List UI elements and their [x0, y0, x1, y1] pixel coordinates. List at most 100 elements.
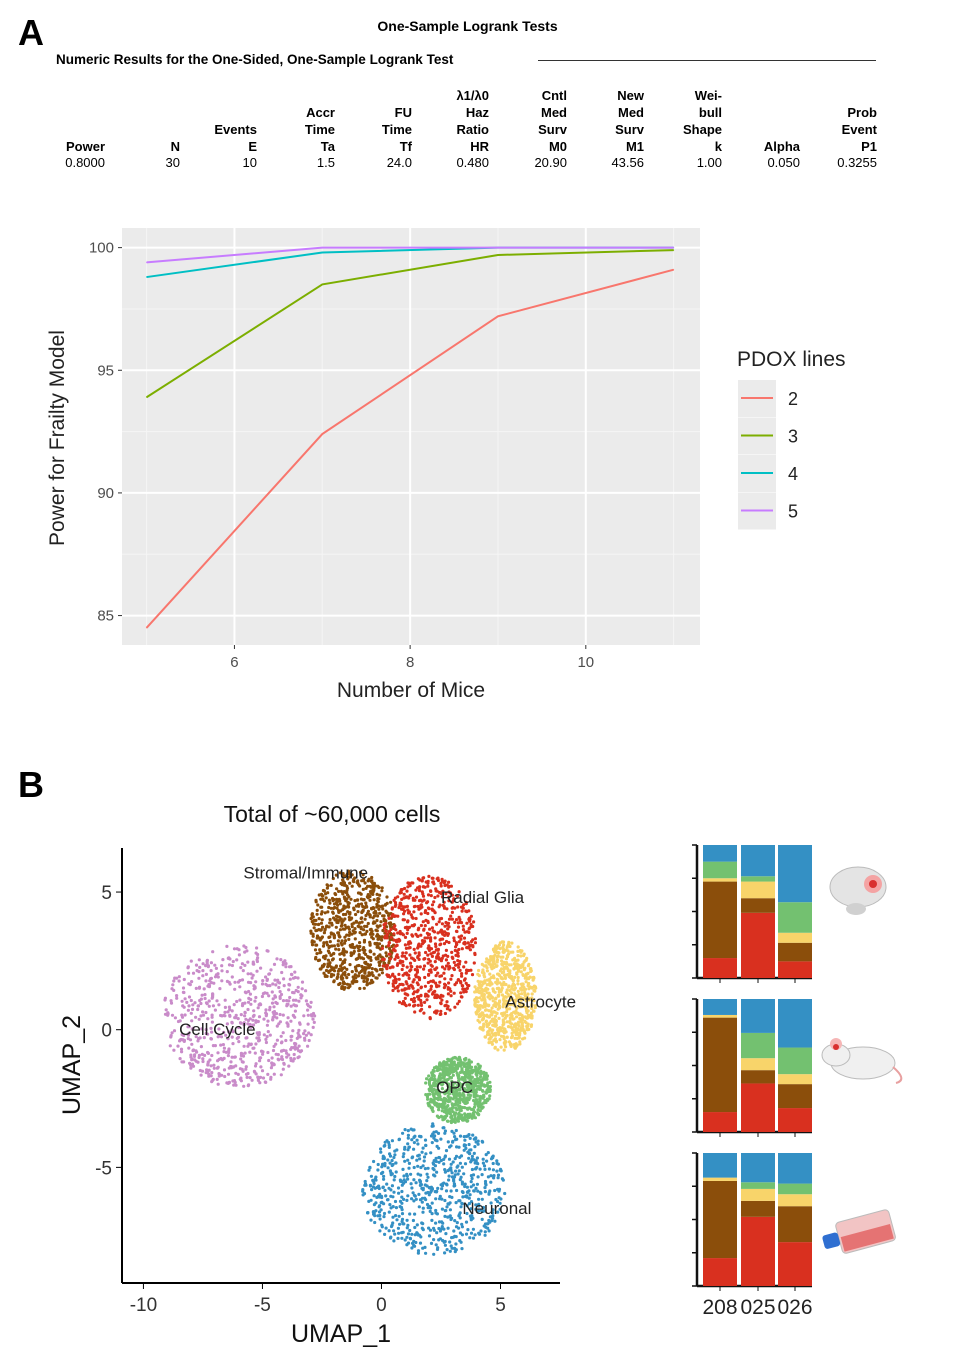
cell-point: [246, 1022, 250, 1026]
cell-point: [195, 1050, 199, 1054]
cell-point: [235, 1036, 239, 1040]
cell-point: [310, 912, 314, 916]
cell-point: [442, 942, 447, 946]
cell-point: [465, 921, 469, 925]
cell-point: [428, 959, 432, 963]
cell-point: [264, 1037, 268, 1041]
table-subtitle: Numeric Results for the One-Sided, One-S…: [56, 52, 454, 67]
cell-point: [410, 933, 414, 937]
brain-icon: [829, 866, 887, 915]
cell-point: [424, 1081, 428, 1085]
cell-point: [189, 1066, 193, 1070]
cell-point: [497, 1006, 502, 1010]
cell-point: [368, 884, 372, 888]
cell-point: [378, 911, 382, 915]
cell-point: [345, 976, 349, 980]
y-axis-label: Power for Frailty Model: [46, 330, 69, 546]
cluster-label: Stromal/Immune: [243, 863, 368, 882]
cell-point: [472, 1098, 476, 1103]
cell-point: [491, 1161, 495, 1166]
cell-point: [280, 1040, 284, 1044]
cell-point: [369, 950, 373, 954]
column-header: Prob Event P1: [841, 105, 877, 154]
cell-point: [482, 1083, 486, 1087]
cell-point: [521, 982, 525, 986]
cell-point: [362, 928, 366, 932]
cell-point: [417, 951, 421, 955]
cell-point: [510, 1034, 514, 1038]
cell-point: [504, 990, 509, 995]
cell-point: [406, 1136, 410, 1140]
cell-point: [493, 1188, 497, 1193]
cell-point: [464, 1232, 469, 1236]
cell-point: [468, 1236, 472, 1240]
cell-point: [204, 979, 208, 983]
cell-point: [451, 1105, 455, 1109]
cell-point: [217, 1003, 221, 1007]
cell-point: [470, 1158, 474, 1162]
cell-point: [400, 932, 404, 936]
cell-point: [475, 1077, 479, 1081]
cell-point: [332, 951, 336, 956]
cell-point: [458, 1070, 463, 1075]
cell-point: [419, 944, 423, 948]
cell-point: [516, 989, 520, 994]
cell-point: [473, 1102, 477, 1106]
cell-point: [407, 1161, 411, 1165]
cell-point: [178, 1019, 182, 1023]
cell-point: [449, 914, 453, 918]
cell-point: [401, 1155, 405, 1159]
cell-point: [436, 971, 440, 975]
cell-point: [314, 918, 318, 923]
cell-point: [459, 991, 463, 995]
cell-point: [245, 1036, 249, 1040]
cell-point: [361, 1188, 365, 1192]
cell-point: [382, 957, 386, 962]
cell-point: [252, 1013, 256, 1018]
cell-point: [522, 968, 526, 972]
cell-point: [390, 1139, 394, 1143]
cell-point: [378, 1217, 382, 1221]
cell-point: [395, 963, 399, 968]
cell-point: [210, 1071, 214, 1075]
cell-point: [372, 898, 376, 902]
cell-point: [491, 999, 495, 1003]
cell-point: [297, 999, 301, 1003]
cell-point: [432, 900, 436, 904]
cell-point: [286, 1024, 290, 1028]
cell-point: [207, 1072, 211, 1076]
cell-point: [384, 1194, 388, 1198]
cell-point: [259, 1065, 263, 1069]
cell-point: [448, 1249, 452, 1253]
cell-point: [482, 1022, 486, 1026]
cell-point: [343, 935, 347, 939]
cell-point: [328, 940, 332, 944]
cell-point: [464, 1101, 468, 1105]
cell-point: [284, 1049, 288, 1053]
cell-point: [380, 1223, 384, 1227]
cell-point: [480, 998, 484, 1002]
cell-point: [363, 932, 367, 936]
cell-point: [251, 1023, 255, 1027]
column-header: Alpha: [763, 139, 800, 154]
cell-point: [289, 1038, 293, 1042]
cell-point: [279, 1073, 283, 1077]
cell-point: [437, 1160, 441, 1164]
cell-point: [426, 884, 430, 888]
cell-point: [481, 970, 485, 974]
cell-point: [444, 920, 448, 925]
cell-point: [472, 1092, 476, 1096]
cell-point: [292, 1057, 296, 1061]
cell-point: [246, 1018, 250, 1023]
cell-point: [426, 911, 430, 916]
cell-point: [440, 877, 444, 882]
cell-point: [529, 1023, 534, 1027]
cell-point: [457, 935, 461, 939]
cell-point: [525, 1024, 529, 1028]
bar-segment: [778, 1153, 812, 1184]
cell-point: [201, 974, 205, 978]
cell-point: [323, 957, 327, 961]
cell-point: [249, 981, 253, 985]
cell-point: [387, 913, 391, 918]
data-point: [146, 627, 148, 629]
